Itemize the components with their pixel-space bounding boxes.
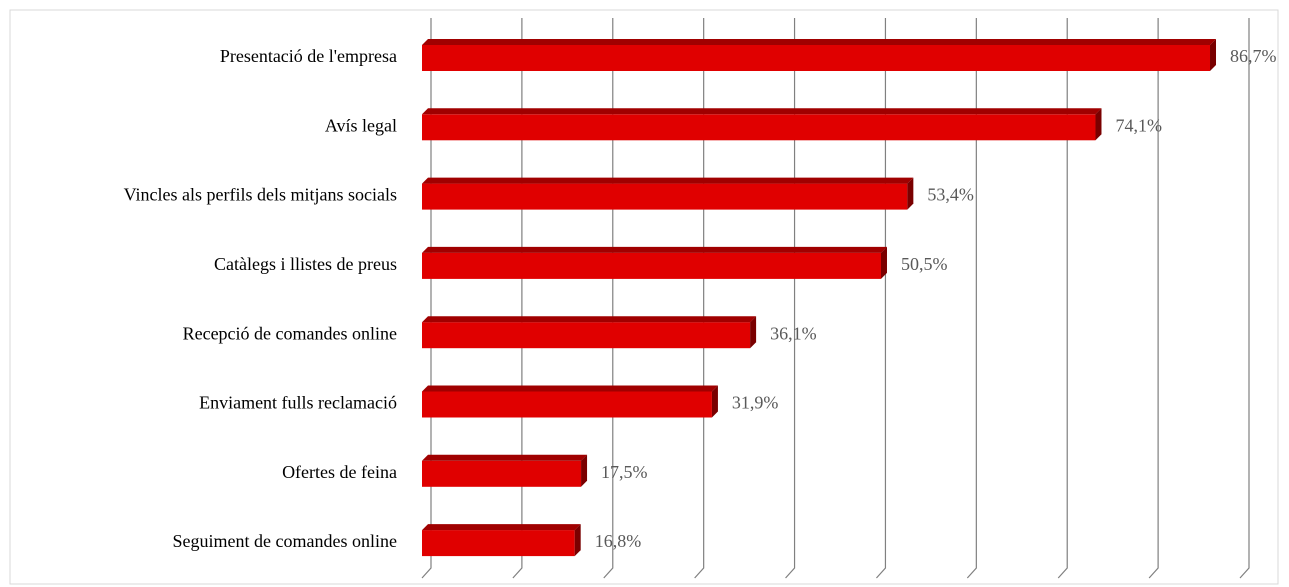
bar	[422, 45, 1211, 71]
value-label: 16,8%	[595, 531, 642, 551]
bar	[422, 530, 575, 557]
bar-side	[574, 524, 581, 557]
bar-top	[422, 39, 1217, 45]
bar-top	[422, 524, 581, 531]
bar	[422, 391, 712, 418]
category-label: Seguiment de comandes online	[173, 531, 397, 551]
category-label: Presentació de l'empresa	[220, 46, 397, 66]
value-label: 31,9%	[732, 393, 779, 413]
bar	[422, 460, 582, 487]
grid-line	[966, 18, 977, 579]
value-label: 36,1%	[770, 323, 817, 343]
category-label: Recepció de comandes online	[183, 323, 397, 343]
value-label: 74,1%	[1115, 115, 1162, 135]
category-label: Catàlegs i llistes de preus	[214, 254, 397, 274]
grid-line	[1239, 18, 1250, 579]
bar-top	[422, 108, 1102, 115]
grid-line	[1057, 18, 1068, 579]
value-label: 86,7%	[1230, 46, 1277, 66]
bar-top	[422, 385, 718, 392]
value-label: 53,4%	[927, 185, 974, 205]
grid-line	[1148, 18, 1159, 579]
chart-frame	[9, 9, 1279, 585]
bar-side	[750, 316, 757, 349]
bar	[422, 252, 881, 279]
category-label: Enviament fulls reclamació	[199, 393, 397, 413]
bar-side	[1095, 108, 1102, 141]
bar-top	[422, 316, 757, 323]
bar-side	[880, 246, 887, 279]
bar-top	[422, 454, 588, 461]
bar-side	[907, 177, 914, 210]
category-label: Avís legal	[325, 115, 397, 135]
bar-top	[422, 177, 914, 184]
category-label: Vincles als perfils dels mitjans socials	[124, 185, 397, 205]
bar	[422, 322, 751, 349]
value-label: 17,5%	[601, 462, 648, 482]
bar	[422, 183, 908, 210]
bar-side	[711, 385, 718, 418]
value-label: 50,5%	[901, 254, 948, 274]
bar	[422, 114, 1096, 141]
bar-side	[1210, 39, 1217, 71]
bar-side	[581, 454, 588, 487]
category-label: Ofertes de feina	[282, 462, 397, 482]
bar-top	[422, 246, 887, 253]
